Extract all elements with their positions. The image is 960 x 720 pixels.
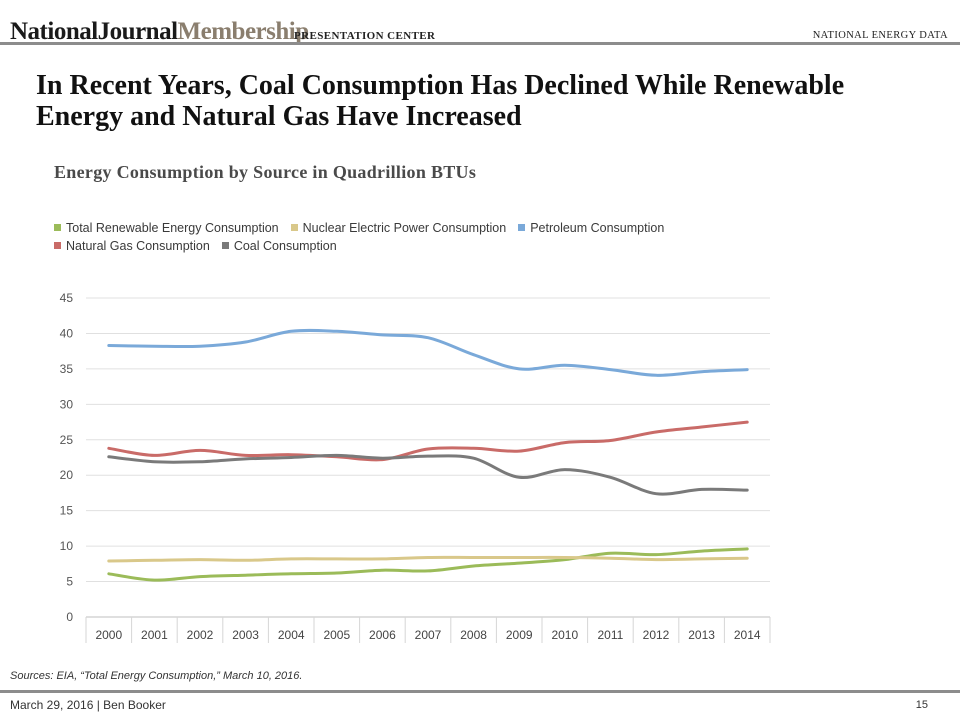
footer-divider <box>0 690 960 693</box>
header-section-label: PRESENTATION CENTER <box>294 30 436 42</box>
legend-label: Petroleum Consumption <box>530 221 665 235</box>
logo-primary: NationalJournal <box>10 18 178 45</box>
header-divider <box>0 42 960 45</box>
series-line-3 <box>107 420 749 462</box>
legend-label: Nuclear Electric Power Consumption <box>302 221 507 235</box>
series-line-4 <box>107 453 749 496</box>
legend-item: Total Renewable Energy Consumption <box>54 219 279 237</box>
legend-swatch <box>221 242 229 249</box>
series-line-0 <box>107 547 749 582</box>
y-tick-label: 10 <box>60 539 74 553</box>
x-tick-label: 2010 <box>551 628 578 642</box>
y-tick-label: 40 <box>60 326 74 340</box>
page-number: 15 <box>915 699 928 711</box>
legend-label: Coal Consumption <box>233 239 337 253</box>
x-axis-ticks: 2000 2001 2002 2003 2004 2005 2006 2007 2008 2009… <box>85 617 771 643</box>
legend-label: Total Renewable Energy Consumption <box>66 221 279 235</box>
legend-swatch <box>290 224 298 231</box>
y-tick-label: 20 <box>60 468 74 482</box>
y-tick-label: 30 <box>60 397 74 411</box>
legend-swatch <box>54 242 61 249</box>
logo-secondary: Membership <box>177 18 310 45</box>
y-tick-label: 15 <box>60 504 74 518</box>
y-tick-label: 25 <box>60 433 74 447</box>
legend-label: Natural Gas Consumption <box>66 239 210 253</box>
x-tick-label: 2008 <box>460 628 487 642</box>
x-tick-label: 2006 <box>369 628 396 642</box>
legend-item: Coal Consumption <box>221 237 337 255</box>
legend-item: Natural Gas Consumption <box>54 237 210 255</box>
x-tick-label: 2009 <box>506 628 533 642</box>
chart-series <box>107 328 749 582</box>
x-tick-label: 2005 <box>323 628 350 642</box>
chart-title: Energy Consumption by Source in Quadrill… <box>54 162 477 182</box>
x-tick-label: 2003 <box>232 628 259 642</box>
y-axis-ticks: 0 5 10 15 20 25 30 35 40 45 <box>60 291 74 624</box>
source-note: Sources: EIA, “Total Energy Consumption,… <box>10 670 303 682</box>
x-tick-label: 2014 <box>734 628 761 642</box>
x-tick-label: 2001 <box>141 628 168 642</box>
y-tick-label: 0 <box>66 610 73 624</box>
x-tick-label: 2004 <box>278 628 305 642</box>
x-tick-label: 2007 <box>415 628 442 642</box>
x-tick-label: 2011 <box>597 628 623 642</box>
x-tick-label: 2000 <box>95 628 122 642</box>
x-tick-label: 2012 <box>643 628 670 642</box>
header-topic-label: NATIONAL ENERGY DATA <box>812 30 948 41</box>
legend-swatch <box>518 224 526 231</box>
x-tick-label: 2013 <box>688 628 715 642</box>
slide-title: In Recent Years, Coal Consumption Has De… <box>36 70 845 132</box>
footer-date-author: March 29, 2016 | Ben Booker <box>10 698 166 712</box>
chart-legend: Total Renewable Energy Consumption Nuclea… <box>54 219 794 255</box>
y-tick-label: 45 <box>60 291 74 305</box>
y-tick-label: 35 <box>60 362 74 376</box>
x-tick-label: 2002 <box>187 628 214 642</box>
logo: NationalJournalMembership <box>10 17 309 47</box>
chart-gridlines <box>86 297 770 618</box>
series-line-2 <box>107 328 749 377</box>
legend-item: Nuclear Electric Power Consumption <box>290 219 507 237</box>
y-tick-label: 5 <box>66 575 73 589</box>
legend-swatch <box>54 224 61 231</box>
series-line-1 <box>107 555 749 563</box>
legend-item: Petroleum Consumption <box>518 219 664 237</box>
